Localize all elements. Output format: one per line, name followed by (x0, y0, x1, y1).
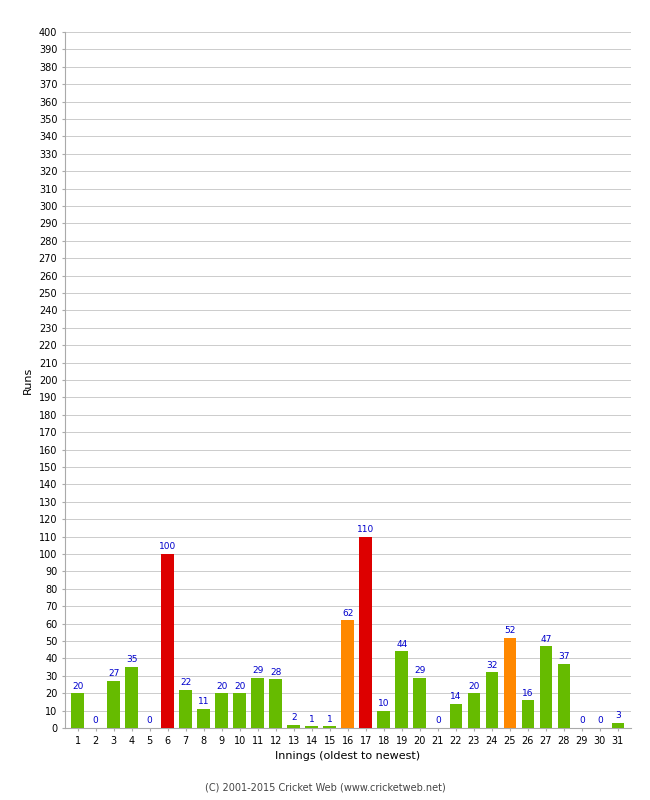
Text: 27: 27 (108, 670, 120, 678)
Text: 20: 20 (234, 682, 246, 690)
Text: 35: 35 (126, 655, 137, 665)
Bar (521, 700, 534, 728)
Bar (378, 710, 390, 728)
Text: 0: 0 (435, 716, 441, 726)
Bar (72, 693, 84, 728)
Text: 2: 2 (291, 713, 296, 722)
Text: 32: 32 (486, 661, 497, 670)
Text: 0: 0 (93, 716, 99, 726)
Text: 62: 62 (342, 609, 354, 618)
Text: 0: 0 (579, 716, 585, 726)
Text: 28: 28 (270, 668, 281, 677)
Text: 11: 11 (198, 698, 209, 706)
Text: 47: 47 (540, 634, 552, 644)
Text: 29: 29 (414, 666, 426, 675)
Bar (287, 725, 300, 728)
Bar (341, 620, 354, 728)
Bar (395, 651, 408, 728)
Bar (125, 667, 138, 728)
Bar (215, 693, 228, 728)
Text: 37: 37 (558, 652, 569, 661)
Text: 10: 10 (378, 699, 389, 708)
Text: 14: 14 (450, 692, 461, 701)
Text: 110: 110 (357, 525, 374, 534)
Bar (161, 554, 174, 728)
Text: 20: 20 (72, 682, 83, 690)
Bar (359, 537, 372, 728)
Bar (558, 664, 570, 728)
Text: 20: 20 (468, 682, 480, 690)
Text: 22: 22 (180, 678, 191, 687)
Bar (269, 679, 282, 728)
Text: 0: 0 (147, 716, 153, 726)
Bar (179, 690, 192, 728)
Text: 100: 100 (159, 542, 176, 551)
Bar (324, 726, 336, 728)
Text: 1: 1 (327, 714, 333, 724)
Text: 3: 3 (615, 711, 621, 720)
Bar (612, 722, 624, 728)
Bar (450, 704, 462, 728)
Y-axis label: Runs: Runs (23, 366, 33, 394)
Bar (540, 646, 552, 728)
Text: (C) 2001-2015 Cricket Web (www.cricketweb.net): (C) 2001-2015 Cricket Web (www.cricketwe… (205, 782, 445, 792)
Bar (233, 693, 246, 728)
Bar (413, 678, 426, 728)
Text: 20: 20 (216, 682, 228, 690)
Bar (107, 681, 120, 728)
X-axis label: Innings (oldest to newest): Innings (oldest to newest) (275, 751, 421, 761)
Text: 44: 44 (396, 640, 408, 649)
Bar (306, 726, 318, 728)
Bar (198, 709, 210, 728)
Text: 16: 16 (522, 689, 534, 698)
Text: 1: 1 (309, 714, 315, 724)
Text: 52: 52 (504, 626, 515, 635)
Text: 0: 0 (597, 716, 603, 726)
Bar (467, 693, 480, 728)
Bar (486, 672, 498, 728)
Text: 29: 29 (252, 666, 263, 675)
Bar (504, 638, 516, 728)
Bar (252, 678, 264, 728)
